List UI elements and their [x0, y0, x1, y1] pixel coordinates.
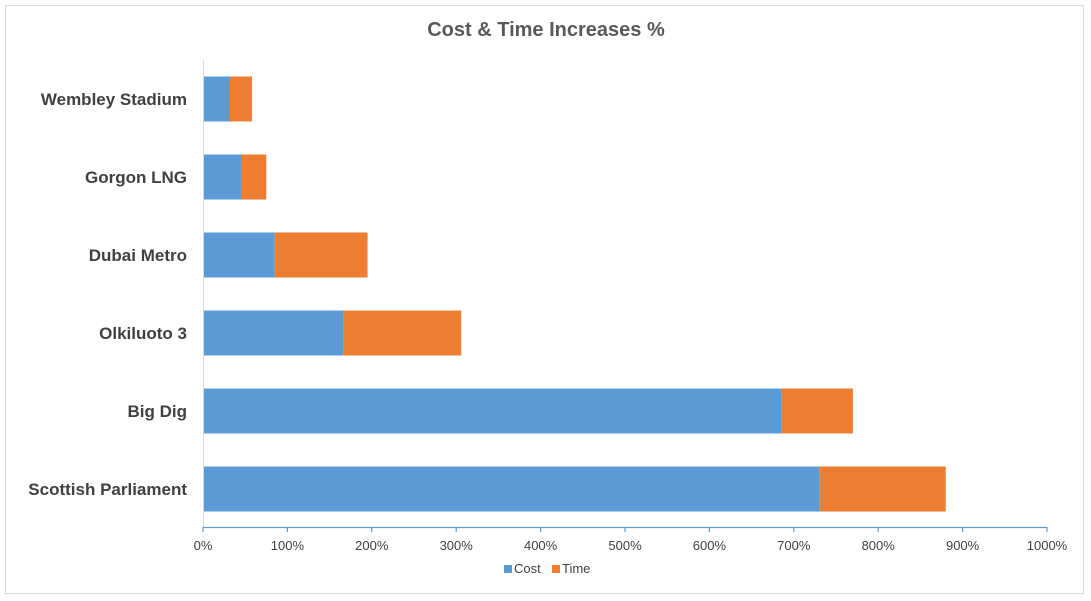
bar-cost-scottish-parliament: [203, 466, 820, 512]
category-labels: Wembley Stadium Gorgon LNG Dubai Metro Olki…: [28, 90, 187, 499]
bar-time-dubai-metro: [274, 232, 368, 278]
x-tick-label: 200%: [355, 538, 389, 553]
legend-label-cost: Cost: [514, 561, 541, 576]
category-label: Wembley Stadium: [41, 90, 187, 109]
x-tick-label: 500%: [608, 538, 642, 553]
bar-cost-gorgon-lng: [203, 154, 241, 200]
category-label: Dubai Metro: [89, 246, 187, 265]
legend-swatch-cost: [504, 565, 512, 573]
bar-time-scottish-parliament: [819, 466, 946, 512]
category-label: Scottish Parliament: [28, 480, 187, 499]
x-tick-label: 100%: [271, 538, 305, 553]
category-label: Big Dig: [128, 402, 188, 421]
bars-group: [203, 76, 946, 512]
chart-title: Cost & Time Increases %: [427, 19, 665, 41]
legend-label-time: Time: [562, 561, 590, 576]
x-tick-label: 0%: [194, 538, 213, 553]
bar-cost-wembley-stadium: [203, 76, 231, 122]
x-tick-label: 900%: [946, 538, 980, 553]
bar-time-big-dig: [781, 388, 853, 434]
bar-cost-olkiluoto-3: [203, 310, 344, 356]
bar-time-olkiluoto-3: [343, 310, 462, 356]
x-tick-label: 400%: [524, 538, 558, 553]
x-tick-label: 800%: [862, 538, 896, 553]
x-tick-label: 1000%: [1027, 538, 1068, 553]
x-tick-label: 700%: [777, 538, 811, 553]
category-label: Olkiluoto 3: [99, 324, 187, 343]
legend-swatch-time: [552, 565, 560, 573]
bar-time-gorgon-lng: [240, 154, 267, 200]
bar-cost-big-dig: [203, 388, 782, 434]
legend: Cost Time: [504, 561, 590, 576]
x-axis: 0% 100% 200% 300% 400% 500% 600% 700% 800% 900% 10…: [194, 60, 1068, 553]
x-tick-label: 300%: [440, 538, 474, 553]
bar-cost-dubai-metro: [203, 232, 275, 278]
category-label: Gorgon LNG: [85, 168, 187, 187]
x-tick-label: 600%: [693, 538, 727, 553]
bar-time-wembley-stadium: [230, 76, 252, 122]
